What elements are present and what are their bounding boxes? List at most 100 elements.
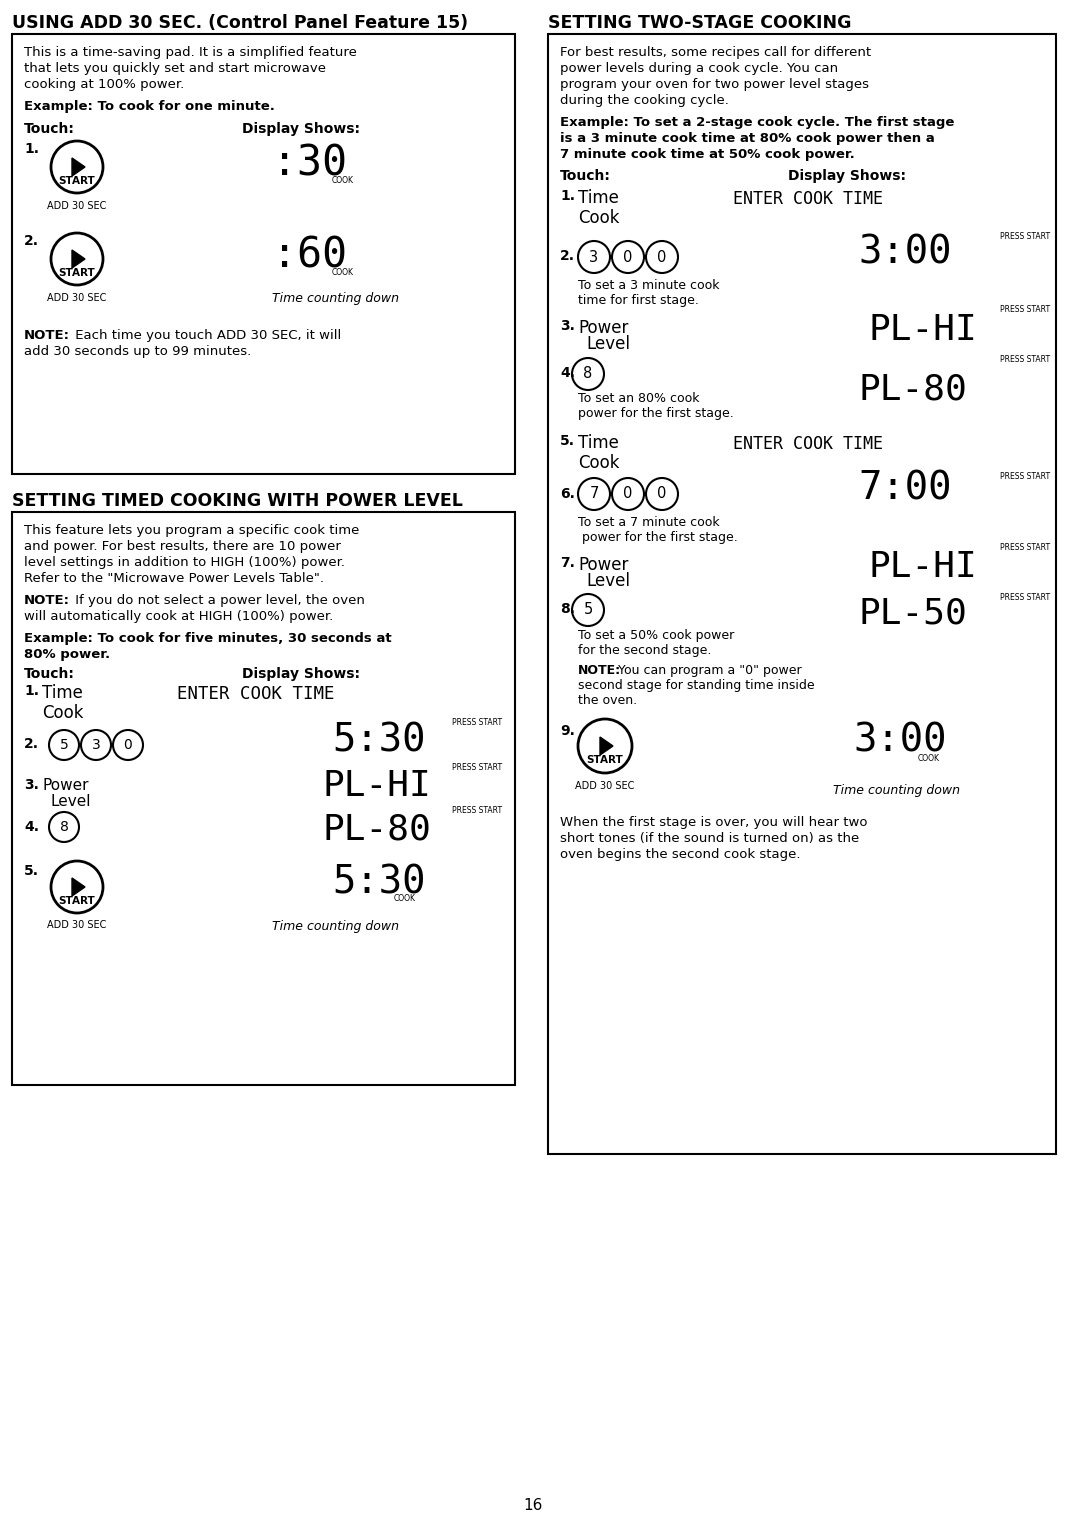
Text: PRESS START: PRESS START xyxy=(452,764,502,773)
Text: Power: Power xyxy=(578,319,628,338)
Text: NOTE:: NOTE: xyxy=(578,665,621,677)
Text: Time: Time xyxy=(578,189,619,207)
Text: Example: To cook for five minutes, 30 seconds at: Example: To cook for five minutes, 30 se… xyxy=(25,633,391,645)
Text: power levels during a cook cycle. You can: power levels during a cook cycle. You ca… xyxy=(560,62,838,75)
Text: Power: Power xyxy=(578,557,628,573)
Text: Display Shows:: Display Shows: xyxy=(788,169,906,183)
Text: 4.: 4. xyxy=(25,820,39,834)
Text: 0: 0 xyxy=(624,249,633,265)
Text: 2.: 2. xyxy=(560,249,575,263)
Text: 3.: 3. xyxy=(25,779,38,792)
Text: 5:30: 5:30 xyxy=(332,862,425,900)
Circle shape xyxy=(113,730,143,760)
Circle shape xyxy=(612,240,644,272)
Text: ADD 30 SEC: ADD 30 SEC xyxy=(47,201,107,211)
Text: 6.: 6. xyxy=(560,487,575,500)
Text: SETTING TWO-STAGE COOKING: SETTING TWO-STAGE COOKING xyxy=(548,14,852,32)
Text: Refer to the "Microwave Power Levels Table".: Refer to the "Microwave Power Levels Tab… xyxy=(25,572,324,586)
Text: time for first stage.: time for first stage. xyxy=(578,294,699,307)
Text: power for the first stage.: power for the first stage. xyxy=(578,531,738,545)
Text: This is a time-saving pad. It is a simplified feature: This is a time-saving pad. It is a simpl… xyxy=(25,46,357,59)
Text: PL-80: PL-80 xyxy=(858,373,967,408)
Text: START: START xyxy=(586,754,624,765)
Text: Display Shows:: Display Shows: xyxy=(242,668,360,681)
Polygon shape xyxy=(72,249,85,268)
Text: Example: To set a 2-stage cook cycle. The first stage: Example: To set a 2-stage cook cycle. Th… xyxy=(560,116,954,129)
Text: To set a 50% cook power: To set a 50% cook power xyxy=(578,630,734,642)
Circle shape xyxy=(49,730,79,760)
Circle shape xyxy=(51,861,103,913)
Text: ENTER COOK TIME: ENTER COOK TIME xyxy=(733,190,883,208)
Text: and power. For best results, there are 10 power: and power. For best results, there are 1… xyxy=(25,540,341,554)
Text: ADD 30 SEC: ADD 30 SEC xyxy=(576,780,634,791)
Text: NOTE:: NOTE: xyxy=(25,595,70,607)
Text: 8: 8 xyxy=(583,367,593,382)
Text: 8.: 8. xyxy=(560,602,575,616)
Bar xyxy=(12,513,515,1084)
Text: PRESS START: PRESS START xyxy=(452,806,502,815)
Text: 4.: 4. xyxy=(560,367,575,380)
Text: NOTE:: NOTE: xyxy=(25,329,70,342)
Text: Time counting down: Time counting down xyxy=(272,292,399,306)
Text: Power: Power xyxy=(42,779,88,792)
Text: START: START xyxy=(59,268,95,278)
Text: PL-HI: PL-HI xyxy=(322,770,431,803)
Text: power for the first stage.: power for the first stage. xyxy=(578,408,733,420)
Text: PL-HI: PL-HI xyxy=(868,313,976,347)
Circle shape xyxy=(51,233,103,284)
Text: 3: 3 xyxy=(589,249,599,265)
Text: PRESS START: PRESS START xyxy=(1000,593,1050,602)
Text: second stage for standing time inside: second stage for standing time inside xyxy=(578,678,814,692)
Text: 3:00: 3:00 xyxy=(853,722,947,760)
Text: COOK: COOK xyxy=(332,268,354,277)
Text: SETTING TIMED COOKING WITH POWER LEVEL: SETTING TIMED COOKING WITH POWER LEVEL xyxy=(12,491,463,510)
Text: 7.: 7. xyxy=(560,557,575,570)
Text: 3: 3 xyxy=(92,738,100,751)
Text: To set a 7 minute cook: To set a 7 minute cook xyxy=(578,516,720,529)
Text: 3.: 3. xyxy=(560,319,575,333)
Text: the oven.: the oven. xyxy=(578,694,637,707)
Text: Time counting down: Time counting down xyxy=(833,783,960,797)
Text: 2.: 2. xyxy=(25,234,39,248)
Text: Level: Level xyxy=(50,794,91,809)
Text: 0: 0 xyxy=(658,487,666,502)
Polygon shape xyxy=(72,158,85,176)
Text: program your oven for two power level stages: program your oven for two power level st… xyxy=(560,78,869,91)
Text: USING ADD 30 SEC. (Control Panel Feature 15): USING ADD 30 SEC. (Control Panel Feature… xyxy=(12,14,468,32)
Text: START: START xyxy=(59,896,95,907)
Text: Touch:: Touch: xyxy=(25,122,75,135)
Text: 7:00: 7:00 xyxy=(858,470,952,508)
Text: PL-80: PL-80 xyxy=(322,814,431,847)
Text: will automatically cook at HIGH (100%) power.: will automatically cook at HIGH (100%) p… xyxy=(25,610,334,624)
Circle shape xyxy=(81,730,111,760)
Circle shape xyxy=(572,595,604,627)
Text: COOK: COOK xyxy=(394,894,416,903)
Text: PRESS START: PRESS START xyxy=(1000,233,1050,240)
Text: Cook: Cook xyxy=(578,208,619,227)
Text: Each time you touch ADD 30 SEC, it will: Each time you touch ADD 30 SEC, it will xyxy=(71,329,341,342)
Text: cooking at 100% power.: cooking at 100% power. xyxy=(25,78,184,91)
Circle shape xyxy=(612,478,644,510)
Text: short tones (if the sound is turned on) as the: short tones (if the sound is turned on) … xyxy=(560,832,859,846)
Text: Example: To cook for one minute.: Example: To cook for one minute. xyxy=(25,100,275,113)
Text: You can program a "0" power: You can program a "0" power xyxy=(618,665,802,677)
Text: 5: 5 xyxy=(60,738,68,751)
Text: PL-HI: PL-HI xyxy=(868,551,976,584)
Circle shape xyxy=(49,812,79,843)
Text: 5.: 5. xyxy=(560,433,575,449)
Text: Touch:: Touch: xyxy=(25,668,75,681)
Text: Cook: Cook xyxy=(42,704,83,722)
Circle shape xyxy=(578,478,610,510)
Text: :30: :30 xyxy=(272,143,348,186)
Text: Display Shows:: Display Shows: xyxy=(242,122,360,135)
Text: PRESS START: PRESS START xyxy=(1000,472,1050,481)
Text: 7 minute cook time at 50% cook power.: 7 minute cook time at 50% cook power. xyxy=(560,148,855,161)
Text: To set a 3 minute cook: To set a 3 minute cook xyxy=(578,278,720,292)
Text: Time counting down: Time counting down xyxy=(272,920,399,932)
Text: 2.: 2. xyxy=(25,738,39,751)
Text: COOK: COOK xyxy=(332,176,354,186)
Text: 0: 0 xyxy=(624,487,633,502)
Text: 1.: 1. xyxy=(25,141,39,157)
Text: is a 3 minute cook time at 80% cook power then a: is a 3 minute cook time at 80% cook powe… xyxy=(560,132,935,144)
Text: This feature lets you program a specific cook time: This feature lets you program a specific… xyxy=(25,525,359,537)
